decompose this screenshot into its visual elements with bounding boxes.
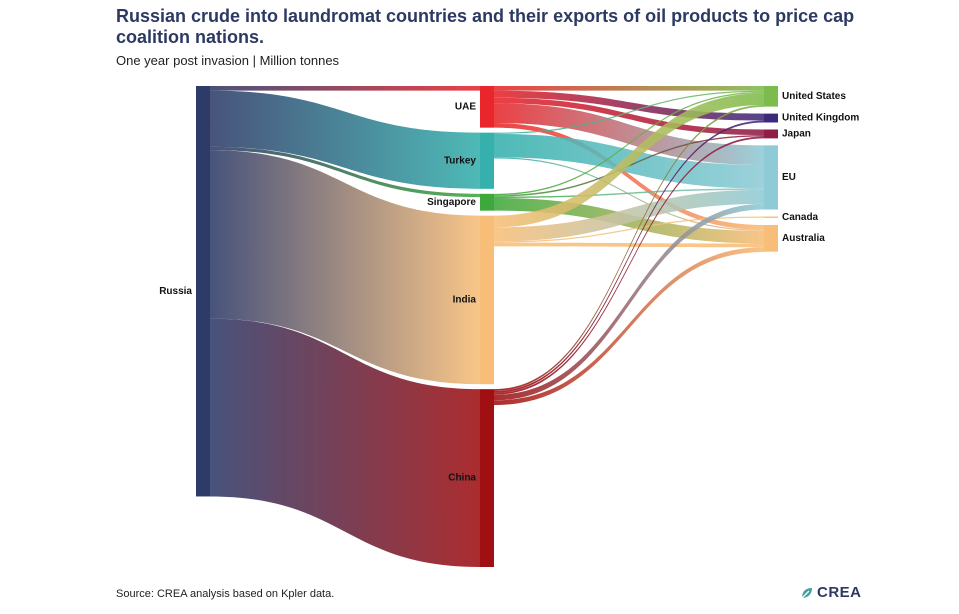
node-label-eu: EU	[782, 172, 796, 183]
node-label-japan: Japan	[782, 129, 811, 140]
flow-russia-to-singapore	[210, 146, 480, 198]
chart-subtitle: One year post invasion | Million tonnes	[116, 53, 340, 68]
node-label-canada: Canada	[782, 212, 819, 223]
node-label-singapore: Singapore	[427, 197, 476, 208]
flow-russia-to-china	[210, 318, 480, 567]
flow-china-to-united-states	[494, 104, 764, 392]
crea-logo: CREA	[800, 584, 862, 601]
flow-china-to-united-kingdom	[494, 120, 764, 393]
node-russia	[196, 86, 210, 497]
flow-china-to-eu	[494, 203, 764, 401]
flow-russia-to-uae	[210, 86, 480, 91]
flow-india-to-eu	[494, 189, 764, 242]
flow-singapore-to-united-states	[494, 91, 764, 196]
label-layer: Russia UAE Turkey Singapore India China United…	[159, 91, 859, 484]
flow-uae-to-australia	[494, 122, 764, 230]
node-japan	[764, 129, 778, 139]
node-turkey	[480, 132, 494, 189]
flow-china-to-japan	[494, 136, 764, 395]
node-label-turkey: Turkey	[444, 155, 476, 166]
node-label-australia: Australia	[782, 233, 825, 244]
flow-india-to-united-states	[494, 93, 764, 228]
node-label-russia: Russia	[159, 286, 192, 297]
crea-leaf-icon	[801, 587, 812, 598]
flow-india-to-canada	[494, 216, 764, 243]
flow-russia-to-india	[210, 150, 480, 385]
node-united-states	[764, 86, 778, 107]
node-china	[480, 389, 494, 567]
node-australia	[764, 224, 778, 252]
flow-turkey-to-united-states	[494, 90, 764, 134]
logo-text: CREA	[817, 584, 862, 601]
link-layer	[210, 86, 764, 567]
chart-title: Russian crude into laundromat countries …	[116, 6, 855, 47]
node-singapore	[480, 193, 494, 211]
flow-uae-to-united-states	[494, 86, 764, 91]
flow-china-to-australia	[494, 247, 764, 406]
node-label-united-states: United States	[782, 91, 846, 102]
flow-singapore-to-eu	[494, 188, 764, 199]
node-label-united-kingdom: United Kingdom	[782, 113, 859, 124]
node-label-china: China	[448, 473, 476, 484]
node-layer	[196, 86, 778, 567]
source-note: Source: CREA analysis based on Kpler dat…	[116, 588, 335, 600]
node-label-uae: UAE	[455, 101, 476, 112]
node-eu	[764, 145, 778, 210]
node-label-india: India	[453, 295, 477, 306]
node-united-kingdom	[764, 113, 778, 123]
node-uae	[480, 86, 494, 128]
flow-india-to-australia	[494, 242, 764, 248]
flow-uae-to-japan	[494, 97, 764, 136]
flow-turkey-to-australia	[494, 157, 764, 231]
flow-russia-to-turkey	[210, 90, 480, 189]
node-india	[480, 215, 494, 385]
node-canada	[764, 216, 778, 218]
